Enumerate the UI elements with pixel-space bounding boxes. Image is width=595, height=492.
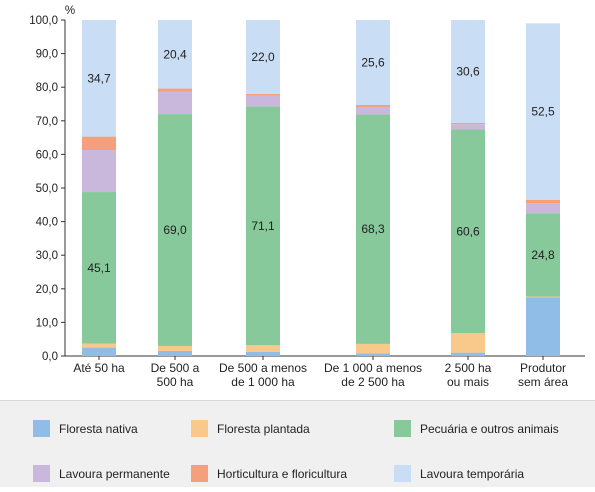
bar-segment <box>526 297 560 356</box>
bar-segment <box>82 150 116 193</box>
bar-segment <box>246 95 280 107</box>
y-tick-label: 30,0 <box>36 250 58 262</box>
legend-swatch <box>191 420 208 437</box>
bar-segment <box>246 106 280 346</box>
bar-segment <box>82 20 116 137</box>
y-axis: 0,0 10,0 20,0 30,0 40,0 50,0 60,0 70,0 80,0 90,0 1… <box>29 5 585 363</box>
legend-background <box>0 400 595 487</box>
bar-segment <box>451 20 485 123</box>
data-label: 45,1 <box>87 261 111 275</box>
bar-segment <box>451 352 485 356</box>
legend-swatch <box>394 465 411 482</box>
bar-segment <box>158 350 192 356</box>
legend-label: Floresta plantada <box>217 422 310 436</box>
y-tick-label: 0,0 <box>42 351 58 363</box>
bar-segment <box>526 23 560 200</box>
bar-segment <box>356 107 390 115</box>
x-tick-label: De 1 000 a menos <box>324 361 422 375</box>
bar-segment <box>356 343 390 354</box>
x-tick-label: 2 500 ha <box>445 361 492 375</box>
x-tick-label: De 500 a <box>151 361 200 375</box>
bar-segment <box>158 20 192 89</box>
y-tick-label: 40,0 <box>36 217 58 229</box>
data-label: 68,3 <box>361 222 385 236</box>
bar-segment <box>246 20 280 94</box>
bar-segment <box>451 129 485 334</box>
bar-segment <box>158 88 192 92</box>
x-tick-label: Até 50 ha <box>73 361 125 375</box>
y-tick-label: 90,0 <box>36 49 58 61</box>
bar-segment <box>246 351 280 356</box>
bar-segment <box>451 122 485 125</box>
bar-segment <box>356 20 390 106</box>
bar-segment <box>356 114 390 344</box>
bar-segment <box>158 345 192 351</box>
bar-segment <box>526 203 560 214</box>
bars <box>82 20 560 356</box>
x-tick-label: ou mais <box>447 375 489 389</box>
bar-segment <box>246 345 280 352</box>
x-tick-label: De 500 a menos <box>219 361 307 375</box>
bar-segment <box>526 213 560 297</box>
bar-segment <box>82 192 116 344</box>
y-unit-label: % <box>65 5 75 17</box>
bar-segment <box>82 136 116 151</box>
x-tick-label: de 1 000 ha <box>231 375 295 389</box>
bar-segment <box>356 353 390 356</box>
data-label: 71,1 <box>251 219 275 233</box>
legend-label: Lavoura permanente <box>59 467 170 481</box>
data-label: 69,0 <box>163 223 187 237</box>
legend-label: Pecuária e outros animais <box>420 422 559 436</box>
y-tick-label: 10,0 <box>36 317 58 329</box>
data-labels: 45,1 34,7 69,0 20,4 71,1 22,0 68,3 25,6 60,6 30,6… <box>87 47 555 275</box>
y-tick-label: 70,0 <box>36 116 58 128</box>
legend-swatch <box>394 420 411 437</box>
y-tick-label: 60,0 <box>36 149 58 161</box>
data-label: 22,0 <box>251 50 275 64</box>
legend-swatch <box>33 465 50 482</box>
bar-segment <box>246 93 280 96</box>
data-label: 20,4 <box>163 47 187 61</box>
data-label: 34,7 <box>87 71 111 85</box>
bar-segment <box>451 124 485 130</box>
legend-label: Lavoura temporária <box>420 467 524 481</box>
bar-segment <box>451 333 485 353</box>
data-label: 60,6 <box>456 224 480 238</box>
x-tick-label: 500 ha <box>157 375 194 389</box>
x-tick-label: de 2 500 ha <box>341 375 405 389</box>
legend-swatch <box>33 420 50 437</box>
legend: Floresta nativa Floresta plantada Pecuária… <box>33 420 559 482</box>
y-tick-label: 20,0 <box>36 284 58 296</box>
x-tick-label: sem área <box>518 375 568 389</box>
bar-segment <box>82 347 116 356</box>
legend-label: Floresta nativa <box>59 422 138 436</box>
x-tick-label: Produtor <box>520 361 566 375</box>
bar-segment <box>526 296 560 298</box>
data-label: 25,6 <box>361 56 385 70</box>
bar-segment <box>356 105 390 108</box>
bar-segment <box>158 91 192 115</box>
bar-segment <box>526 199 560 204</box>
data-label: 52,5 <box>531 105 555 119</box>
data-label: 30,6 <box>456 64 480 78</box>
y-tick-label: 80,0 <box>36 82 58 94</box>
bar-segment <box>82 343 116 348</box>
bar-segment <box>158 114 192 346</box>
legend-label: Horticultura e floricultura <box>217 467 347 481</box>
data-label: 24,8 <box>531 248 555 262</box>
y-tick-label: 100,0 <box>29 15 58 27</box>
y-tick-label: 50,0 <box>36 183 58 195</box>
legend-swatch <box>191 465 208 482</box>
